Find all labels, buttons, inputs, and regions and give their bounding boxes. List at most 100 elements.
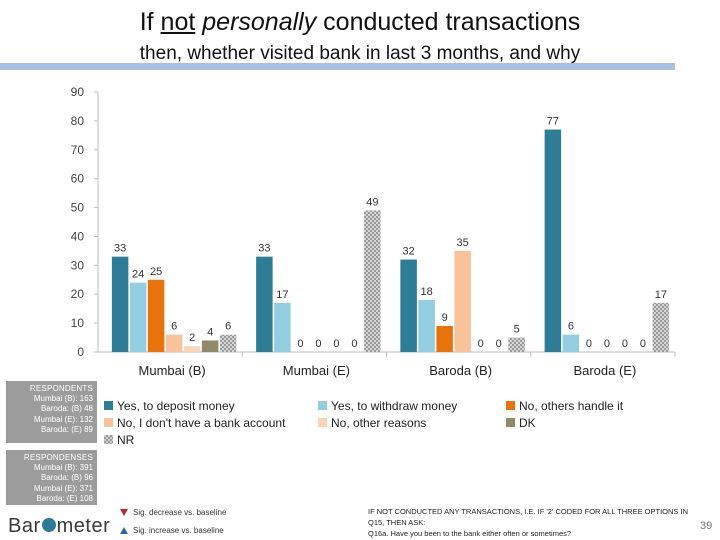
legend-swatch — [506, 401, 515, 411]
logo-dot-icon — [41, 517, 56, 532]
bar-data-label: 0 — [496, 338, 502, 350]
y-tick-label: 60 — [71, 172, 85, 186]
responses-line: Mumbai (B): 391 — [33, 463, 93, 473]
bar-data-label: 17 — [276, 289, 288, 301]
y-tick-label: 40 — [71, 229, 85, 243]
bar-data-label: 0 — [351, 338, 357, 350]
legend-item: DK — [506, 415, 536, 430]
legend-label: No, I don't have a bank account — [117, 415, 286, 430]
responses-line: Baroda: (B) 96 — [40, 473, 93, 483]
bar-data-label: 33 — [114, 243, 126, 255]
page-title: If not personally conducted transactions — [139, 8, 581, 36]
legend-swatch — [318, 401, 327, 411]
bar-data-label: 0 — [604, 338, 610, 350]
y-tick-label: 30 — [71, 258, 85, 272]
bar-data-label: 35 — [457, 237, 469, 249]
legend-swatch — [506, 418, 515, 428]
legend-swatch — [104, 418, 113, 428]
title-emphasis-personally: personally — [202, 8, 317, 36]
legend-label: DK — [519, 415, 536, 430]
bar-data-label: 0 — [586, 338, 592, 350]
bar-data-label: 0 — [333, 338, 339, 350]
legend-item: No, other reasons — [318, 415, 426, 430]
bar — [400, 259, 417, 352]
bar — [418, 300, 435, 352]
respondents-line: Baroda: (B) 48 — [40, 404, 93, 414]
legend-swatch — [318, 418, 327, 428]
responses-heading: RESPONDENSES — [23, 453, 93, 462]
legend-label: No, others handle it — [519, 398, 624, 413]
bar — [183, 346, 201, 352]
page-subtitle: then, whether visited bank in last 3 mon… — [139, 43, 581, 64]
responses-box: RESPONDENSES Mumbai (B): 391 Baroda: (B)… — [6, 450, 97, 505]
bar-data-label: 6 — [568, 321, 574, 333]
legend-item: Yes, to withdraw money — [318, 398, 457, 413]
legend-item: No, I don't have a bank account — [104, 415, 285, 430]
bar-data-label: 77 — [547, 116, 559, 128]
bar — [219, 334, 237, 352]
bar-data-label: 4 — [207, 326, 213, 338]
arrow-down-icon — [120, 509, 128, 517]
bar-data-label: 6 — [171, 321, 177, 333]
x-category-label: Mumbai (E) — [283, 363, 350, 378]
responses-line: Mumbai (E): 371 — [33, 483, 93, 493]
bar-data-label: 18 — [421, 286, 433, 298]
legend-label: NR — [117, 432, 135, 447]
respondents-line: Mumbai (E): 132 — [33, 414, 93, 424]
legend-swatch — [104, 435, 113, 445]
bar — [129, 282, 147, 352]
legend-label: Yes, to deposit money — [117, 398, 235, 413]
bar — [454, 250, 471, 352]
y-tick-label: 90 — [71, 85, 85, 99]
footnote: IF NOT CONDUCTED ANY TRANSACTIONS, I.E. … — [368, 506, 713, 539]
legend-label: Yes, to withdraw money — [331, 398, 458, 413]
title-emphasis-not: not — [160, 8, 196, 36]
bar — [274, 302, 291, 352]
legend-item: NR — [104, 432, 134, 447]
bar — [165, 334, 183, 352]
legend-swatch — [104, 401, 113, 411]
bar-data-label: 5 — [514, 324, 520, 336]
x-category-label: Mumbai (B) — [139, 363, 206, 378]
respondents-box: RESPONDENTS Mumbai (B): 163 Baroda: (B) … — [6, 381, 97, 443]
bar-data-label: 49 — [366, 196, 378, 208]
bar — [544, 129, 562, 352]
bar-data-label: 0 — [640, 338, 646, 350]
legend-item: Yes, to deposit money — [104, 398, 235, 413]
title-underline-bar — [0, 63, 675, 70]
bar-data-label: 9 — [442, 312, 448, 324]
bar-data-label: 0 — [622, 338, 628, 350]
bar — [508, 337, 525, 352]
bar — [111, 256, 129, 352]
bar — [364, 210, 381, 352]
y-tick-label: 20 — [71, 287, 85, 301]
x-category-label: Baroda (E) — [573, 363, 636, 378]
footnote-line: Q15, THEN ASK: — [368, 518, 426, 527]
bar-data-label: 0 — [297, 338, 303, 350]
bar-data-label: 0 — [315, 338, 321, 350]
y-tick-label: 70 — [71, 143, 85, 157]
page-number: 39 — [700, 520, 713, 532]
bar — [147, 279, 165, 352]
bar-data-label: 24 — [132, 269, 144, 281]
arrow-up-icon — [120, 527, 128, 535]
bar — [201, 340, 219, 352]
barometer-logo: Bar meter — [8, 515, 111, 537]
bar — [562, 334, 580, 352]
bar-data-label: 25 — [150, 266, 162, 278]
sig-decrease-note: Sig. decrease vs. baseline — [120, 508, 226, 517]
bar — [256, 256, 273, 352]
legend-label: No, other reasons — [331, 415, 427, 430]
respondents-heading: RESPONDENTS — [29, 384, 93, 393]
respondents-line: Baroda: (E) 89 — [40, 424, 93, 434]
bar-data-label: 33 — [258, 243, 270, 255]
y-tick-label: 10 — [71, 316, 85, 330]
bar-data-label: 17 — [655, 289, 667, 301]
sig-increase-note: Sig. increase vs. baseline — [120, 526, 224, 535]
respondents-line: Mumbai (B): 163 — [33, 394, 93, 404]
bar-data-label: 0 — [478, 338, 484, 350]
x-category-label: Baroda (B) — [429, 363, 492, 378]
bar-data-label: 6 — [225, 321, 231, 333]
